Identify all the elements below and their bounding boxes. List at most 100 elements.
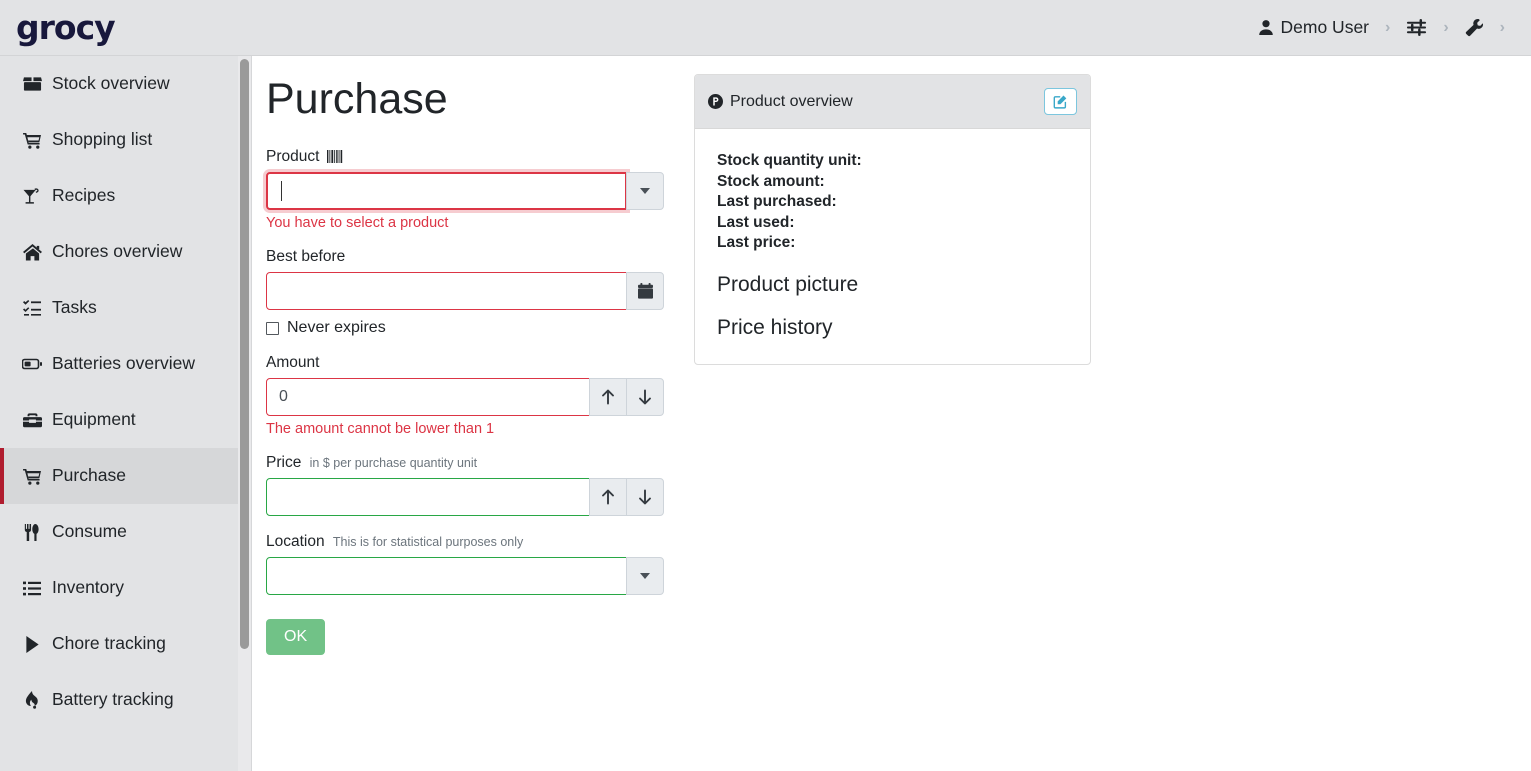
sidebar-scrollbar-thumb[interactable] (240, 59, 249, 649)
chevron-right-icon-2: › (1443, 18, 1449, 36)
sidebar-item-shopping-list[interactable]: Shopping list (0, 112, 251, 168)
product-overview-title-group: Product overview (708, 93, 853, 111)
price-decrement-button[interactable] (626, 478, 664, 516)
tools-menu[interactable] (1459, 14, 1490, 41)
sidebar-item-recipes[interactable]: Recipes (0, 168, 251, 224)
product-input[interactable] (266, 172, 627, 210)
amount-increment-button[interactable] (589, 378, 627, 416)
sidebar-item-label: Recipes (52, 185, 116, 206)
user-label: Demo User (1280, 17, 1370, 37)
product-overview-header: Product overview (695, 75, 1090, 129)
sidebar-item-label: Inventory (52, 577, 124, 598)
sidebar-item-label: Batteries overview (52, 353, 195, 374)
battery-icon (21, 358, 43, 370)
never-expires-label: Never expires (287, 319, 386, 336)
purchase-form: Product You have to select a produ (266, 131, 666, 655)
flame-icon (21, 691, 43, 709)
sidebar-item-consume[interactable]: Consume (0, 504, 251, 560)
location-input[interactable] (266, 557, 627, 595)
price-increment-button[interactable] (589, 478, 627, 516)
sidebar-item-purchase[interactable]: Purchase (0, 448, 251, 504)
never-expires-checkbox[interactable] (266, 321, 279, 335)
product-circle-icon (708, 94, 723, 109)
price-label-text: Price (266, 454, 302, 471)
last-price-label: Last price: (717, 234, 796, 251)
arrow-down-icon (638, 389, 652, 405)
utensils-icon (21, 523, 43, 541)
sidebar-item-chores-overview[interactable]: Chores overview (0, 224, 251, 280)
product-label-text: Product (266, 148, 320, 165)
sidebar-item-tasks[interactable]: Tasks (0, 280, 251, 336)
location-label-text: Location (266, 533, 325, 550)
best-before-input[interactable] (266, 272, 627, 310)
location-dropdown-button[interactable] (626, 557, 664, 595)
price-hint: in $ per purchase quantity unit (309, 456, 478, 470)
amount-input[interactable] (266, 378, 590, 416)
product-overview-title: Product overview (730, 92, 853, 110)
user-menu[interactable]: Demo User (1252, 13, 1376, 42)
sidebar-item-battery-tracking[interactable]: Battery tracking (0, 672, 251, 728)
sidebar-nav-list: Stock overview Shopping list Recipes (0, 56, 251, 728)
settings-menu[interactable] (1400, 14, 1433, 41)
product-error-message: You have to select a product (266, 215, 449, 231)
price-label: Price in $ per purchase quantity unit (266, 454, 666, 472)
product-overview-body: Stock quantity unit: Stock amount: Last … (695, 129, 1090, 364)
chevron-down-icon (640, 573, 650, 579)
submit-button[interactable]: OK (266, 619, 326, 655)
tasks-icon (21, 300, 43, 316)
pencil-square-icon (1053, 94, 1068, 109)
main-content: Purchase Product (253, 56, 1531, 771)
price-field-group: Price in $ per purchase quantity unit (266, 454, 666, 516)
amount-field-group: Amount Th (266, 354, 666, 437)
best-before-calendar-button[interactable] (626, 272, 664, 310)
sidebar-item-stock-overview[interactable]: Stock overview (0, 56, 251, 112)
location-label: Location This is for statistical purpose… (266, 533, 666, 551)
sidebar-item-label: Equipment (52, 409, 136, 430)
list-icon (21, 581, 43, 596)
sidebar-item-label: Chores overview (52, 241, 183, 262)
amount-label: Amount (266, 354, 320, 371)
sidebar-item-inventory[interactable]: Inventory (0, 560, 251, 616)
text-cursor (281, 181, 282, 201)
never-expires-row[interactable]: Never expires (266, 319, 666, 337)
product-dropdown-button[interactable] (626, 172, 664, 210)
price-input-row (266, 478, 664, 516)
navbar-right-group: Demo User › › › (1252, 13, 1515, 42)
play-icon (21, 635, 43, 653)
price-input[interactable] (266, 478, 590, 516)
location-input-row (266, 557, 664, 595)
barcode-icon[interactable] (326, 150, 343, 163)
stock-quantity-unit-label: Stock quantity unit: (717, 152, 862, 169)
wrench-icon (1465, 18, 1484, 37)
sidebar-scrollbar[interactable] (238, 56, 251, 771)
arrow-down-icon (638, 489, 652, 505)
product-overview-card: Product overview Stock quantity unit: St… (694, 74, 1091, 365)
sidebar-item-label: Tasks (52, 297, 97, 318)
sidebar-item-chore-tracking[interactable]: Chore tracking (0, 616, 251, 672)
chevron-right-icon-3: › (1499, 18, 1505, 36)
sidebar-item-equipment[interactable]: Equipment (0, 392, 251, 448)
amount-input-row (266, 378, 664, 416)
product-label: Product (266, 148, 666, 166)
amount-decrement-button[interactable] (626, 378, 664, 416)
edit-product-button[interactable] (1044, 88, 1077, 115)
product-field-group: Product You have to select a produ (266, 148, 666, 231)
arrow-up-icon (601, 489, 615, 505)
best-before-label: Best before (266, 248, 346, 265)
sidebar: Stock overview Shopping list Recipes (0, 56, 252, 771)
best-before-input-row (266, 272, 664, 310)
cart-icon (21, 132, 43, 149)
sidebar-item-batteries-overview[interactable]: Batteries overview (0, 336, 251, 392)
cocktail-icon (21, 187, 43, 205)
sidebar-item-label: Purchase (52, 465, 126, 486)
top-navbar: grocy Demo User › (0, 0, 1531, 56)
location-hint: This is for statistical purposes only (332, 535, 524, 549)
app-logo[interactable]: grocy (16, 8, 116, 47)
amount-error-message: The amount cannot be lower than 1 (266, 421, 495, 437)
chevron-right-icon-1: › (1385, 18, 1391, 36)
sidebar-item-label: Consume (52, 521, 127, 542)
product-input-row (266, 172, 664, 210)
cart-icon (21, 468, 43, 485)
home-icon (21, 243, 43, 261)
last-purchased-label: Last purchased: (717, 193, 837, 210)
